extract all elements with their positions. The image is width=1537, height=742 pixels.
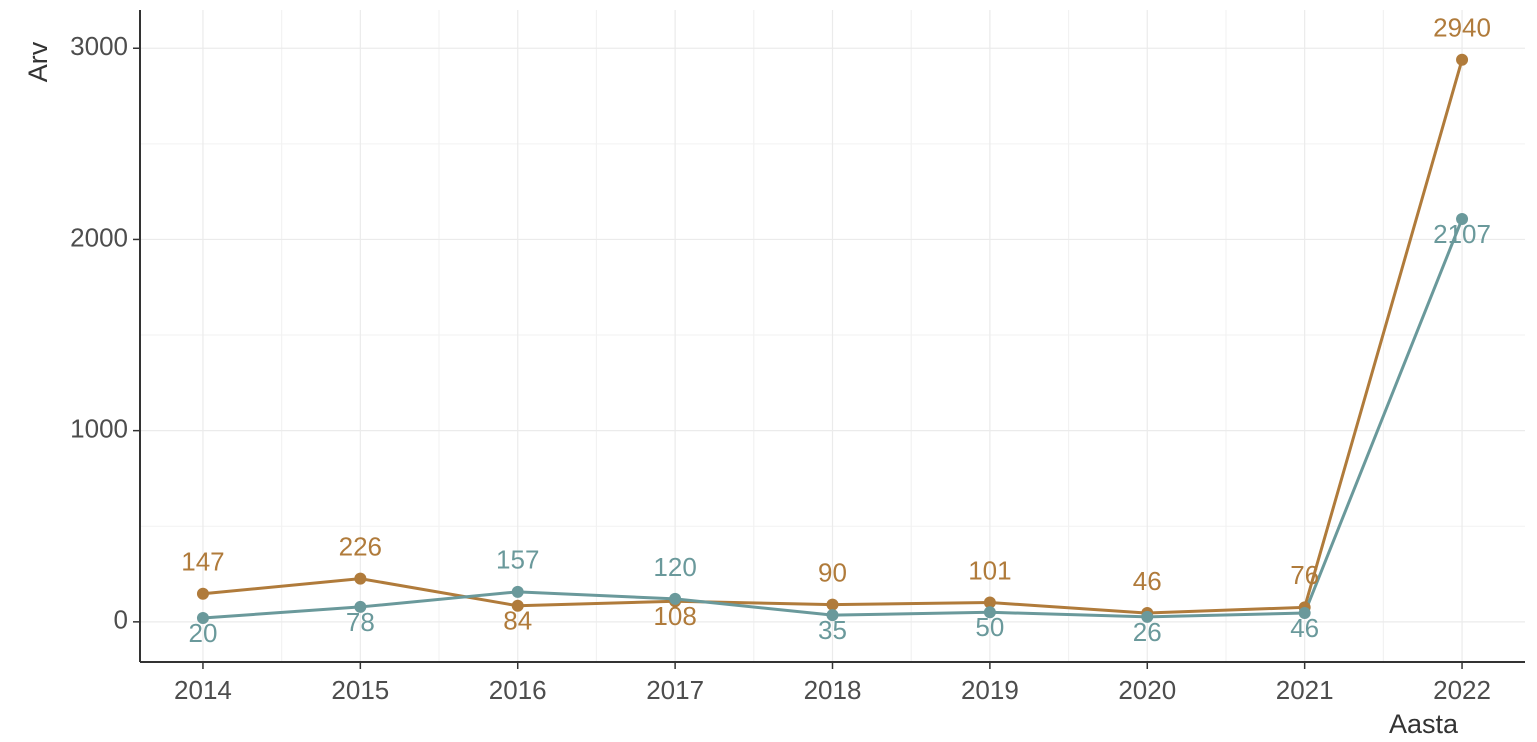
data-label: 46 xyxy=(1133,566,1162,596)
point xyxy=(196,587,209,600)
data-label: 2107 xyxy=(1433,219,1491,249)
point xyxy=(196,612,209,625)
y-tick-label: 3000 xyxy=(70,31,128,61)
x-tick-label: 2022 xyxy=(1433,675,1491,705)
data-label: 147 xyxy=(181,547,224,577)
x-tick-label: 2016 xyxy=(489,675,547,705)
point xyxy=(826,609,839,622)
data-label: 50 xyxy=(975,612,1004,642)
point xyxy=(669,592,682,605)
x-tick-label: 2015 xyxy=(331,675,389,705)
data-label: 101 xyxy=(968,555,1011,585)
data-label: 226 xyxy=(339,532,382,562)
data-label: 157 xyxy=(496,545,539,575)
x-tick-label: 2014 xyxy=(174,675,232,705)
point xyxy=(826,598,839,611)
point xyxy=(354,600,367,613)
point xyxy=(511,599,524,612)
data-label: 108 xyxy=(653,601,696,631)
data-label: 120 xyxy=(653,552,696,582)
data-label: 46 xyxy=(1290,613,1319,643)
data-label: 90 xyxy=(818,558,847,588)
data-label: 35 xyxy=(818,615,847,645)
x-tick-label: 2017 xyxy=(646,675,704,705)
point xyxy=(511,585,524,598)
y-tick-label: 2000 xyxy=(70,222,128,252)
point xyxy=(354,572,367,585)
y-tick-label: 0 xyxy=(114,605,128,635)
x-tick-label: 2018 xyxy=(804,675,862,705)
data-label: 76 xyxy=(1290,560,1319,590)
x-axis-label: Aasta xyxy=(1389,709,1459,739)
x-tick-label: 2020 xyxy=(1118,675,1176,705)
point xyxy=(1298,607,1311,620)
point xyxy=(983,606,996,619)
data-label: 20 xyxy=(188,618,217,648)
data-label: 78 xyxy=(346,607,375,637)
y-axis-label: Arv xyxy=(23,41,53,82)
point xyxy=(1141,610,1154,623)
data-label: 26 xyxy=(1133,617,1162,647)
y-tick-label: 1000 xyxy=(70,414,128,444)
x-tick-label: 2019 xyxy=(961,675,1019,705)
point xyxy=(1456,53,1469,66)
point xyxy=(1456,212,1469,225)
data-label: 84 xyxy=(503,606,532,636)
data-label: 2940 xyxy=(1433,13,1491,43)
x-tick-label: 2021 xyxy=(1276,675,1334,705)
point xyxy=(983,596,996,609)
